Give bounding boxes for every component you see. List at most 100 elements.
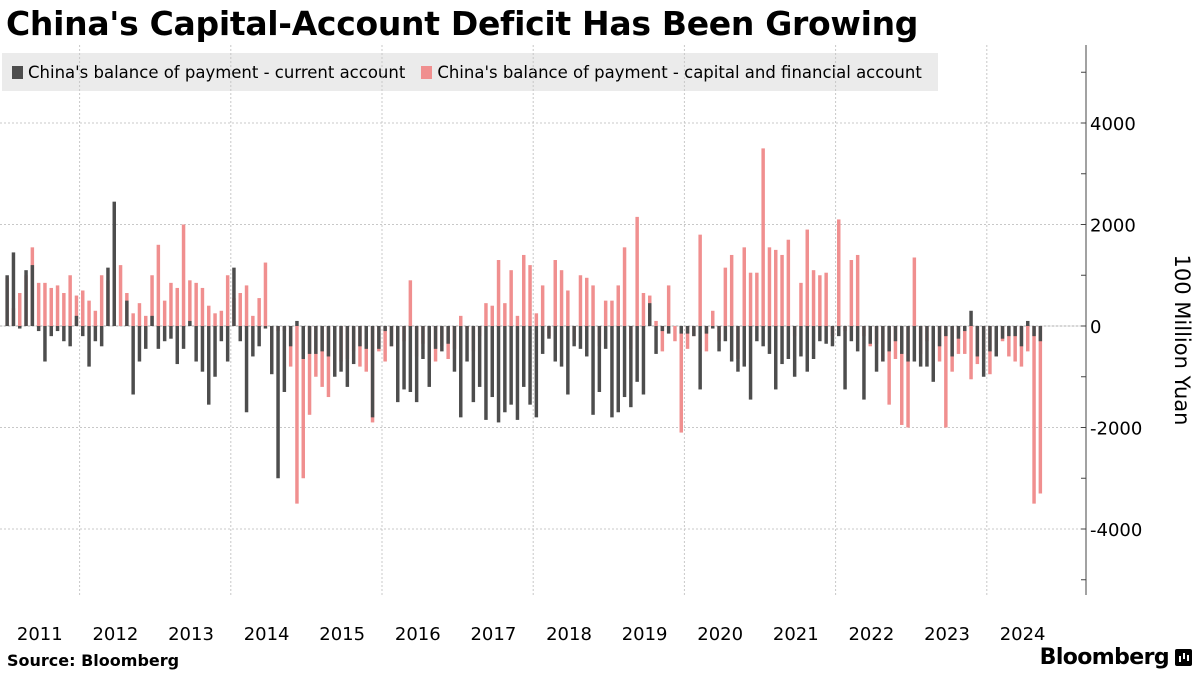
bar-current — [99, 326, 104, 347]
x-tick-label: 2023 — [924, 624, 970, 645]
bar-current — [603, 326, 608, 349]
y-tick-label: -4000 — [1090, 520, 1142, 541]
bar-current — [377, 326, 381, 349]
x-tick-label: 2011 — [17, 624, 63, 645]
bar-capital — [755, 272, 759, 326]
bar-capital — [805, 229, 809, 326]
y-tick-label: -2000 — [1090, 419, 1142, 440]
bar-capital — [534, 313, 539, 326]
bar-current — [988, 326, 992, 352]
y-axis: -4000 -2000 0 2000 4000 — [1081, 45, 1142, 595]
y-tick-label: 0 — [1090, 317, 1101, 338]
bar-current — [591, 326, 595, 415]
bar-current — [780, 326, 784, 365]
bar-current — [351, 326, 356, 365]
x-tick-label: 2013 — [168, 624, 214, 645]
bar-current — [219, 326, 224, 342]
x-tick-label: 2017 — [470, 624, 516, 645]
bar-capital — [263, 262, 268, 326]
bar-current — [459, 326, 463, 418]
bar-current — [540, 326, 545, 354]
source-note: Source: Bloomberg — [7, 651, 180, 670]
bar-capital — [515, 315, 520, 326]
bar-current — [11, 252, 16, 326]
bar-current — [648, 303, 652, 326]
bar-current — [471, 326, 476, 403]
bar-capital — [1032, 326, 1036, 504]
bar-capital — [956, 326, 961, 354]
bar-current — [534, 326, 539, 418]
bar-capital — [1007, 326, 1011, 357]
bar-current — [43, 326, 47, 362]
bar-current — [314, 326, 318, 354]
bar-current — [950, 326, 954, 357]
bar-current — [755, 326, 759, 342]
bar-capital — [36, 282, 41, 326]
bar-capital — [585, 277, 589, 326]
bar-current — [389, 326, 394, 347]
bar-capital — [591, 285, 595, 326]
bar-capital — [849, 260, 854, 326]
bar-current — [975, 326, 980, 357]
bar-current — [761, 326, 765, 347]
bar-current — [477, 326, 482, 387]
bar-capital — [811, 270, 816, 326]
bar-current — [62, 326, 66, 342]
bar-current — [408, 326, 413, 392]
bar-capital — [408, 280, 413, 326]
bar-current — [36, 326, 41, 332]
bar-current — [622, 326, 627, 398]
bar-current — [774, 326, 778, 390]
bar-current — [414, 326, 419, 403]
bar-capital — [635, 216, 639, 326]
bar-current — [692, 326, 696, 337]
bar-current — [799, 326, 803, 357]
bar-current — [874, 326, 879, 372]
bar-capital — [207, 305, 211, 326]
bar-capital — [200, 287, 205, 326]
bar-current — [729, 326, 734, 362]
bar-capital — [169, 282, 173, 326]
bar-capital — [74, 295, 79, 326]
bar-capital — [912, 257, 917, 326]
bar-current — [213, 326, 217, 377]
bar-capital — [900, 326, 904, 425]
x-tick-label: 2021 — [773, 624, 819, 645]
bar-current — [843, 326, 847, 390]
bar-capital — [301, 326, 305, 479]
bar-capital — [68, 275, 72, 326]
bar-capital — [62, 293, 66, 326]
bar-capital — [1013, 326, 1017, 362]
bar-current — [704, 326, 709, 334]
bar-current — [169, 326, 173, 339]
bar-capital — [698, 234, 702, 326]
bar-current — [175, 326, 179, 365]
bar-current — [717, 326, 721, 352]
bar-capital — [673, 326, 677, 342]
bar-capital — [144, 315, 148, 326]
bar-current — [496, 326, 501, 423]
x-tick-label: 2022 — [848, 624, 894, 645]
bar-current — [818, 326, 822, 342]
bar-capital — [194, 282, 198, 326]
bar-current — [931, 326, 935, 382]
bar-capital — [660, 326, 665, 352]
bar-capital — [137, 303, 142, 326]
bloomberg-chart-icon — [1175, 649, 1192, 666]
bar-current — [585, 326, 589, 357]
bar-capital — [610, 300, 614, 327]
bar-current — [509, 326, 513, 405]
bar-capital — [603, 300, 608, 327]
bar-current — [610, 326, 614, 418]
bar-capital — [748, 272, 753, 326]
bar-current — [125, 300, 129, 327]
bar-current — [18, 326, 22, 329]
bar-current — [862, 326, 866, 400]
bar-current — [440, 326, 444, 352]
bar-current — [641, 326, 646, 395]
bar-current — [811, 326, 816, 359]
x-tick-label: 2012 — [92, 624, 138, 645]
bar-current — [396, 326, 400, 403]
bar-capital — [887, 326, 891, 405]
bar-capital — [484, 303, 488, 326]
